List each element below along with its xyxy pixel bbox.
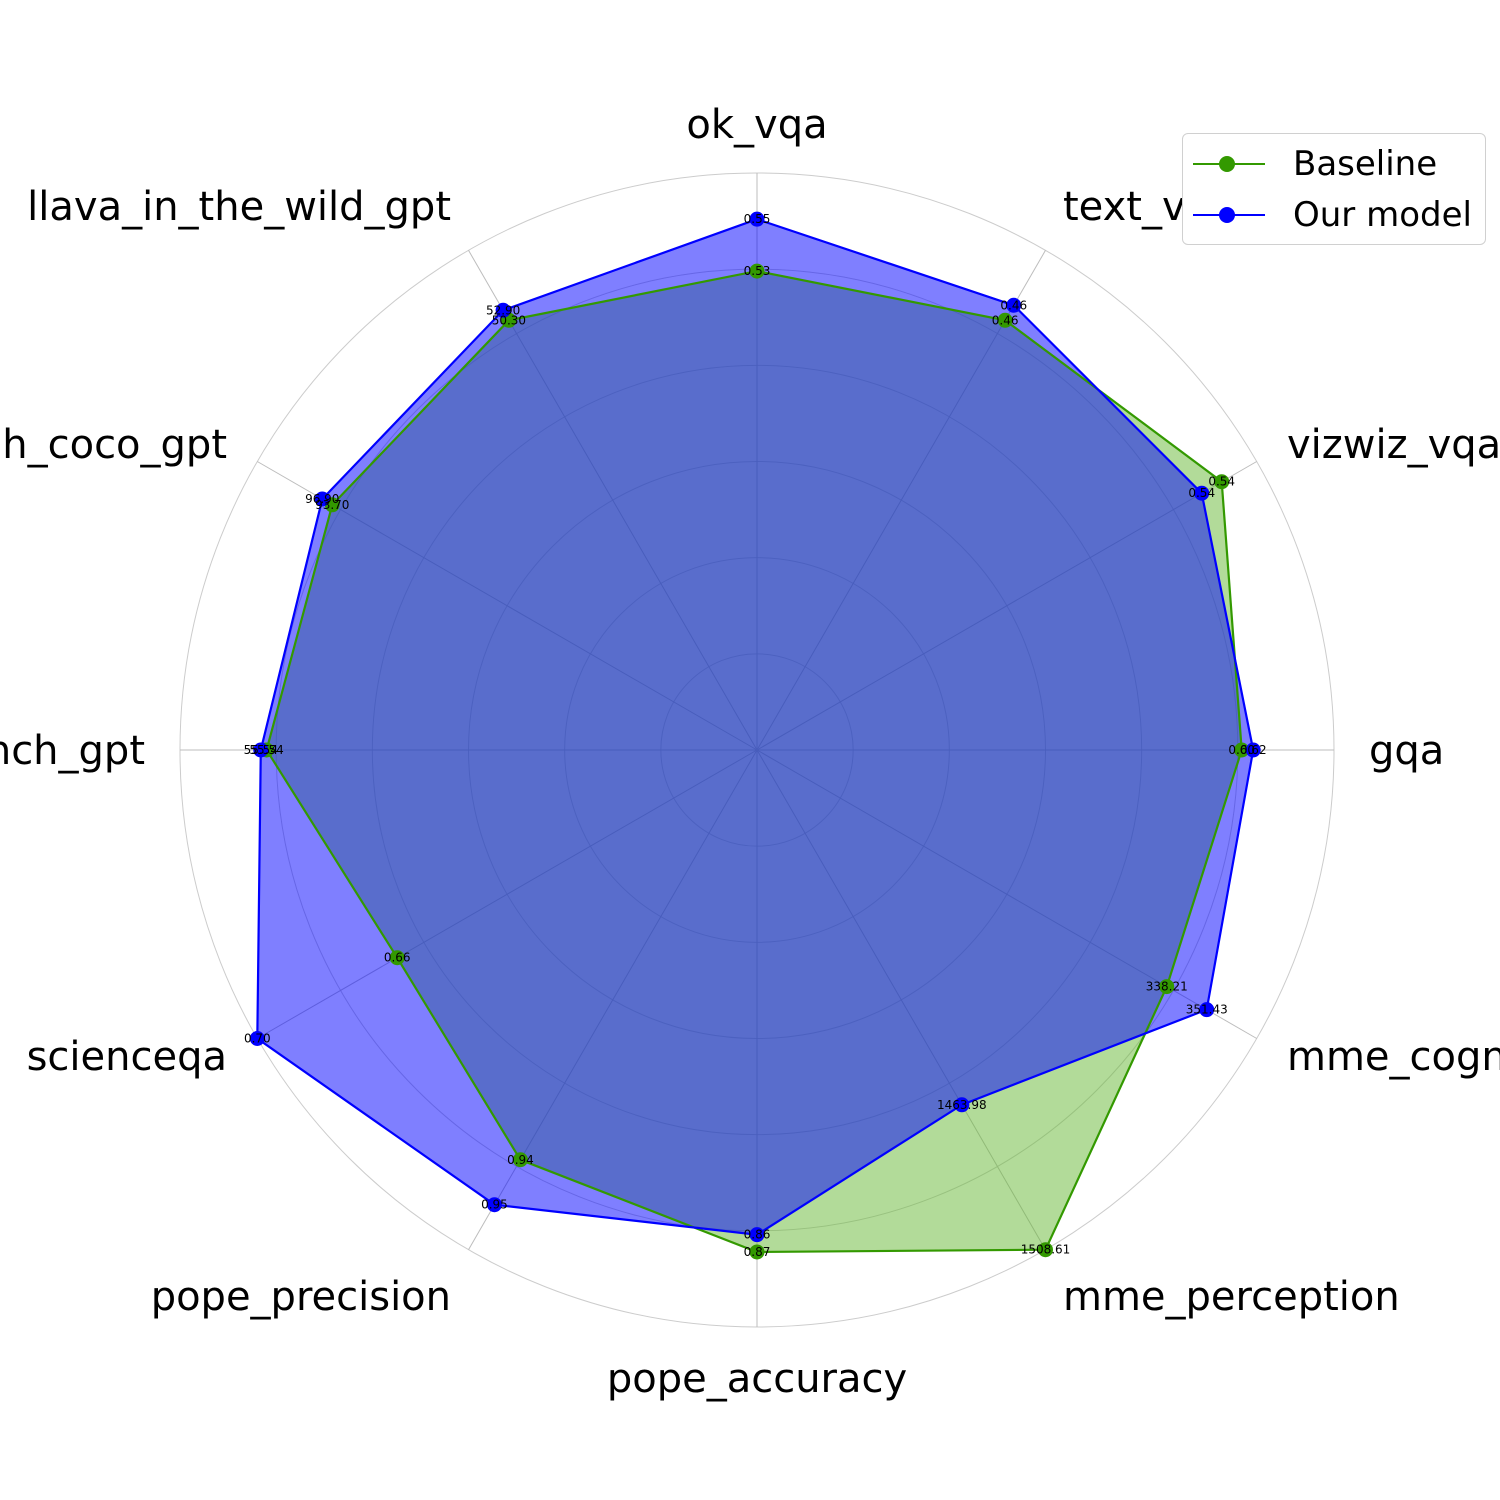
value-label-baseline-ok-vqa: 0.53 <box>744 264 771 278</box>
value-label-baseline-mme-perception: 1508.61 <box>1021 1243 1071 1257</box>
value-label-baseline-pope-accuracy: 0.87 <box>744 1245 771 1259</box>
value-label-our-model-mme-perception: 1463.98 <box>937 1098 987 1112</box>
point-our-model-mme-perception <box>954 1097 970 1113</box>
point-baseline-mme-perception <box>1038 1242 1053 1258</box>
point-our-model-scienceqa <box>249 1031 265 1046</box>
point-our-model-text-vqa <box>1006 297 1022 313</box>
axis-label-scienceqa: scienceqa <box>27 1034 227 1080</box>
value-label-baseline-mme-cognition: 338.21 <box>1146 980 1188 994</box>
point-our-model-gqa <box>1245 742 1261 758</box>
point-our-model-vizwiz-vqa <box>1194 485 1210 501</box>
point-our-model-ok-vqa <box>749 211 765 227</box>
point-our-model-mme-cognition <box>1199 1002 1215 1018</box>
value-label-baseline-text-vqa: 0.46 <box>992 313 1019 327</box>
point-our-model-pope-accuracy <box>749 1227 765 1243</box>
value-label-our-model-scienceqa: 0.70 <box>244 1032 271 1046</box>
point-baseline-pope-precision <box>512 1152 528 1168</box>
legend-marker-our-model <box>1219 207 1235 223</box>
value-label-baseline-llava-in-the-wild-gpt: 50.30 <box>492 313 526 327</box>
value-label-baseline-vizwiz-vqa: 0.54 <box>1208 475 1235 489</box>
axis-label-mme-cognition: mme_cognition <box>1287 1034 1500 1080</box>
value-label-baseline-pope-precision: 0.94 <box>507 1153 534 1167</box>
axis-label-llava-in-the-wild-gpt: llava_in_the_wild_gpt <box>27 184 451 230</box>
value-label-our-model-ok-vqa: 0.55 <box>744 212 771 226</box>
value-label-our-model-pope-precision: 0.95 <box>481 1198 508 1212</box>
point-baseline-pope-accuracy <box>749 1244 765 1260</box>
axis-label-mme-perception: mme_perception <box>1063 1274 1400 1320</box>
axis-label-llava-bench-coco-gpt: llava_bench_coco_gpt <box>0 422 227 468</box>
axis-label-gqa: gqa <box>1369 728 1444 774</box>
axis-label-ok-vqa: ok_vqa <box>686 102 827 148</box>
value-label-our-model-gqa: 0.62 <box>1240 743 1267 757</box>
value-label-our-model-llava-in-the-wild-gpt: 52.90 <box>486 303 520 317</box>
series-layer <box>249 211 1261 1260</box>
value-label-baseline-mmbench-gpt: 55.54 <box>249 743 283 757</box>
value-label-our-model-pope-accuracy: 0.86 <box>744 1228 771 1242</box>
value-label-baseline-gqa: 0.60 <box>1228 743 1255 757</box>
point-baseline-mme-cognition <box>1159 979 1175 995</box>
axis-label-mmbench-gpt: mmbench_gpt <box>0 728 145 774</box>
value-labels: 0.53 0.46 0.54 0.60 338.21 1508.61 0.87 0.94 0.6… <box>244 212 1267 1259</box>
value-label-our-model-vizwiz-vqa: 0.54 <box>1188 486 1215 500</box>
legend: Baseline Our model <box>1182 133 1486 245</box>
point-our-model-llava-bench-coco-gpt <box>314 491 330 507</box>
axis-label-pope-precision: pope_precision <box>151 1274 451 1320</box>
axis-label-vizwiz-vqa: vizwiz_vqa <box>1287 422 1500 468</box>
legend-entry-baseline: Baseline <box>1183 144 1485 184</box>
point-our-model-mmbench-gpt <box>253 742 269 758</box>
legend-label-our-model: Our model <box>1293 195 1472 235</box>
legend-marker-baseline <box>1219 156 1235 172</box>
point-baseline-text-vqa <box>997 312 1013 328</box>
value-label-our-model-text-vqa: 0.46 <box>1000 298 1027 312</box>
legend-label-baseline: Baseline <box>1293 144 1438 184</box>
value-label-our-model-mme-cognition: 351.43 <box>1186 1003 1228 1017</box>
point-baseline-vizwiz-vqa <box>1214 474 1230 490</box>
legend-entry-our-model: Our model <box>1183 195 1485 235</box>
value-label-our-model-llava-bench-coco-gpt: 96.90 <box>305 492 339 506</box>
value-label-baseline-scienceqa: 0.66 <box>384 951 411 965</box>
point-our-model-llava-in-the-wild-gpt <box>495 302 511 318</box>
point-our-model-pope-precision <box>486 1197 502 1213</box>
point-baseline-scienceqa <box>389 950 405 966</box>
series-area-our-model <box>257 219 1254 1235</box>
value-label-our-model-mmbench-gpt: 55.54 <box>244 743 278 757</box>
point-baseline-ok-vqa <box>749 263 765 279</box>
value-label-baseline-llava-bench-coco-gpt: 93.70 <box>315 498 349 512</box>
axis-labels: ok_vqatext_vqavizwiz_vqagqamme_cognition… <box>0 102 1500 1402</box>
axis-label-pope-accuracy: pope_accuracy <box>607 1356 907 1402</box>
point-baseline-gqa <box>1234 742 1250 758</box>
